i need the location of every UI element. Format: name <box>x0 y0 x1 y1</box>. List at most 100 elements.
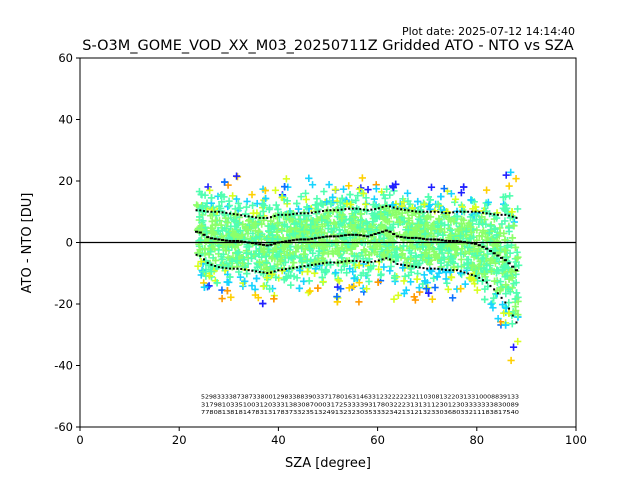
scatter-point <box>296 266 304 275</box>
scatter-point <box>245 217 253 225</box>
lower-spread-point <box>448 269 451 272</box>
upper-spread-point <box>504 213 507 216</box>
scatter-point <box>207 224 215 232</box>
scatter-point <box>426 213 435 221</box>
lower-spread-point <box>511 314 514 317</box>
lower-spread-point <box>348 259 351 262</box>
scatter-point <box>358 217 366 225</box>
scatter-point <box>380 253 388 261</box>
scatter-point <box>381 201 389 209</box>
scatter-point <box>381 194 389 202</box>
scatter-point <box>473 286 481 294</box>
plot-date: Plot date: 2025-07-12 14:14:40 <box>402 25 575 38</box>
scatter-point <box>407 265 415 273</box>
scatter-point <box>357 184 365 192</box>
scatter-point <box>442 208 451 216</box>
scatter-point <box>283 251 291 259</box>
scatter-point <box>211 245 219 253</box>
scatter-point <box>465 248 473 256</box>
scatter-point <box>505 285 513 293</box>
scatter-point <box>248 282 256 290</box>
scatter-point <box>202 228 211 236</box>
scatter-point <box>401 272 409 280</box>
scatter-point <box>222 214 230 222</box>
scatter-point <box>305 277 313 285</box>
upper-spread-point <box>407 209 410 212</box>
upper-spread-point <box>508 214 511 217</box>
scatter-point <box>508 320 516 328</box>
lower-spread-point <box>508 307 511 310</box>
scatter-point <box>405 214 413 222</box>
upper-spread-point <box>333 209 336 212</box>
upper-spread-point <box>336 209 339 212</box>
scatter-point <box>280 276 288 284</box>
scatter-point <box>413 275 421 283</box>
upper-spread-point <box>455 210 458 213</box>
scatter-point <box>262 194 270 203</box>
scatter-point <box>313 195 321 203</box>
scatter-point <box>377 224 385 232</box>
scatter-point <box>363 285 371 293</box>
scatter-point <box>501 246 509 254</box>
scatter-point <box>448 258 456 266</box>
scatter-point <box>335 226 344 234</box>
scatter-point <box>359 189 368 198</box>
scatter-point <box>437 259 445 267</box>
scatter-point <box>472 203 480 211</box>
scatter-point <box>208 217 216 225</box>
scatter-point <box>435 202 443 210</box>
scatter-point <box>410 293 418 301</box>
scatter-point <box>481 285 489 293</box>
scatter-point <box>298 257 306 265</box>
scatter-point <box>491 277 499 285</box>
scatter-point <box>279 234 287 242</box>
scatter-point <box>472 211 480 219</box>
scatter-point <box>299 226 307 234</box>
lower-spread-point <box>366 261 369 264</box>
scatter-point <box>505 224 513 232</box>
scatter-point <box>421 230 429 238</box>
upper-spread-point <box>236 213 239 216</box>
y-tick-label: -60 <box>54 420 73 434</box>
upper-spread-point <box>292 213 295 216</box>
scatter-point <box>478 232 486 240</box>
scatter-point <box>259 282 268 290</box>
upper-spread-point <box>515 216 518 219</box>
lower-spread-point <box>333 261 336 264</box>
scatter-point <box>514 205 522 213</box>
scatter-point <box>328 239 336 247</box>
scatter-point <box>202 203 210 211</box>
scatter-point <box>506 192 514 200</box>
scatter-point <box>205 282 213 290</box>
scatter-point <box>266 285 274 293</box>
scatter-point <box>487 300 495 308</box>
scatter-point <box>451 195 460 203</box>
lower-spread-point <box>310 263 313 266</box>
scatter-point <box>273 253 281 261</box>
scatter-point <box>505 182 513 190</box>
upper-spread-point <box>441 211 444 214</box>
scatter-point <box>217 232 226 241</box>
scatter-point <box>416 216 425 224</box>
scatter-point <box>339 185 348 193</box>
scatter-point <box>225 228 233 237</box>
lower-spread-point <box>277 269 280 272</box>
scatter-point <box>457 255 465 264</box>
scatter-point <box>296 215 304 223</box>
scatter-point <box>446 231 455 240</box>
scatter-point <box>404 226 412 234</box>
upper-spread-point <box>467 210 470 213</box>
scatter-point <box>452 250 460 258</box>
scatter-point <box>412 253 420 261</box>
upper-spread-point <box>392 206 395 209</box>
scatter-point <box>449 294 457 302</box>
x-tick-label: 80 <box>469 433 484 447</box>
lower-spread-point <box>214 264 217 267</box>
scatter-point <box>451 243 460 251</box>
lower-spread-point <box>411 265 414 268</box>
scatter-point <box>290 220 298 228</box>
scatter-point <box>318 266 326 274</box>
scatter-point <box>346 190 354 199</box>
scatter-point <box>364 238 372 246</box>
lower-spread-point <box>422 267 425 270</box>
